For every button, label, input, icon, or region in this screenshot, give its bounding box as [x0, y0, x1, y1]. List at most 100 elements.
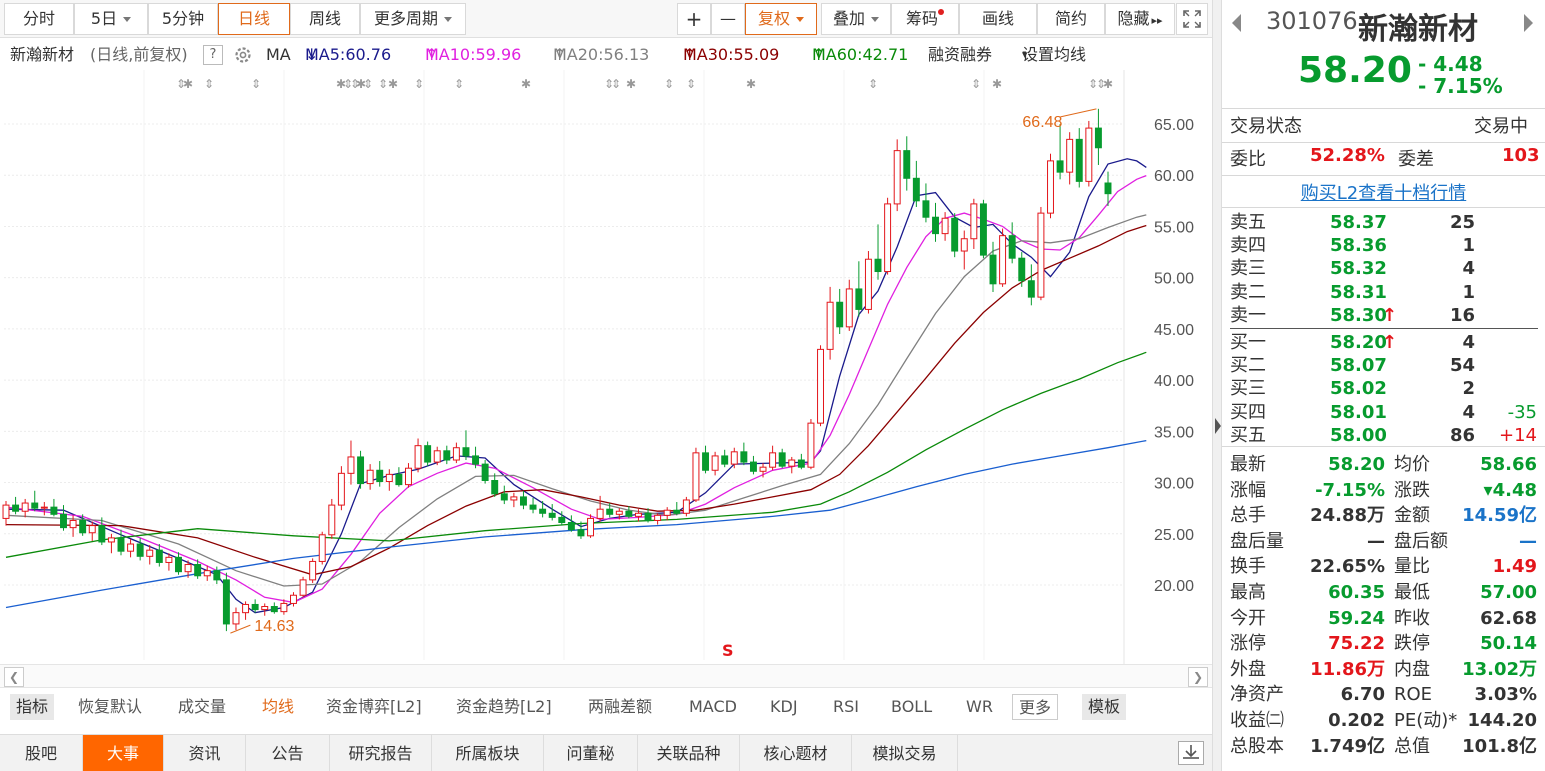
order-book-row[interactable]: 卖三 58.32 4 [1222, 257, 1545, 280]
chart-scrollbar[interactable]: ❮ ❯ [0, 664, 1212, 688]
stat-label: 最低 [1394, 582, 1430, 603]
candle-body [88, 525, 96, 534]
order-book-row[interactable]: 买五 58.00 86 +14 [1222, 424, 1545, 447]
order-book-row[interactable]: 买三 58.02 2 [1222, 377, 1545, 400]
max-price-label: 66.48 [1022, 114, 1062, 131]
level-price: 58.02 [1330, 378, 1387, 400]
indicator-kdj[interactable]: KDJ [770, 697, 798, 716]
indicator-ma[interactable]: 均线 [262, 697, 295, 716]
order-book-row[interactable]: 卖二 58.31 1 [1222, 281, 1545, 304]
gear-icon[interactable] [233, 45, 253, 75]
stat-label: PE(动)* [1394, 710, 1458, 731]
tab-research[interactable]: 研究报告 [330, 735, 432, 771]
tab-events[interactable]: 大事 [83, 735, 164, 771]
tab-announcements[interactable]: 公告 [246, 735, 330, 771]
candle-body [318, 534, 326, 562]
candle-body [194, 564, 202, 577]
indicator-margin-diff[interactable]: 两融差额 [588, 697, 653, 716]
weibi-label: 委比 [1230, 149, 1266, 170]
zoom-in-button[interactable]: + [677, 3, 711, 35]
event-marker-icon: ⇕ [251, 77, 261, 91]
fullscreen-button[interactable] [1176, 3, 1208, 35]
fuquan-dropdown[interactable]: 复权 [745, 3, 817, 35]
level-price: 58.20 [1330, 332, 1387, 353]
order-book-row[interactable]: 买四 58.01 4 -35 [1222, 401, 1545, 424]
quote-header: 301076 新瀚新材 58.20 - 4.48 - 7.15% [1222, 0, 1545, 108]
min-price-label: 14.63 [254, 618, 294, 635]
indicator-capital-game[interactable]: 资金博弈[L2] [326, 697, 422, 716]
overlay-label: 叠加 [832, 9, 865, 28]
stat-value: 62.68 [1480, 607, 1537, 629]
candle-body [979, 203, 987, 256]
tab-daily[interactable]: 日线 [218, 3, 290, 35]
candle-body [1075, 138, 1083, 182]
simple-button[interactable]: 简约 [1037, 3, 1105, 35]
candle-body [970, 203, 978, 240]
help-icon[interactable]: ? [203, 45, 223, 65]
tab-sectors[interactable]: 所属板块 [432, 735, 544, 771]
order-book-row[interactable]: 卖五 58.37 25 [1222, 211, 1545, 234]
zoom-out-button[interactable]: — [711, 3, 745, 35]
next-stock-icon[interactable] [1524, 14, 1533, 32]
download-icon[interactable] [1178, 741, 1204, 765]
tab-news[interactable]: 资讯 [164, 735, 246, 771]
y-tick-label: 35.00 [1154, 424, 1194, 441]
red-dot-icon [938, 9, 944, 15]
hide-button[interactable]: 隐藏 ▸▸ [1105, 3, 1175, 35]
tab-ask-secretary[interactable]: 问董秘 [544, 735, 638, 771]
tab-mock-trading[interactable]: 模拟交易 [852, 735, 958, 771]
restore-default-button[interactable]: 恢复默认 [78, 697, 143, 716]
candle-body [1085, 127, 1093, 182]
indicator-macd[interactable]: MACD [689, 697, 737, 716]
tab-more-periods[interactable]: 更多周期 [360, 3, 466, 35]
draw-line-button[interactable]: 画线 [959, 3, 1037, 35]
order-book-row[interactable]: 卖一 58.30 ↑ 16 [1222, 304, 1545, 327]
buy-l2-link[interactable]: 购买L2查看十档行情 [1300, 183, 1467, 204]
candle-body [50, 506, 58, 515]
tab-label: 周线 [308, 9, 341, 28]
tab-5day[interactable]: 5日 [74, 3, 148, 35]
scroll-left-button[interactable]: ❮ [4, 667, 24, 687]
collapse-arrow-icon[interactable] [1215, 418, 1221, 434]
stat-label: 收益㈡ [1230, 710, 1284, 731]
candle-body [941, 217, 949, 235]
candle-body [730, 451, 738, 465]
simple-label: 简约 [1054, 9, 1087, 28]
margin-trading-button[interactable]: 融资融券 [928, 45, 993, 64]
stock-code: 301076 [1266, 7, 1358, 35]
tab-guba[interactable]: 股吧 [0, 735, 83, 771]
indicator-wr[interactable]: WR [966, 697, 993, 716]
panel-splitter[interactable] [1212, 0, 1222, 771]
chips-button[interactable]: 筹码 [891, 3, 959, 35]
candle-body [500, 493, 508, 501]
event-marker-icon: ⇕ [378, 77, 388, 91]
min-pointer-line [230, 624, 251, 634]
candle-body [414, 445, 422, 469]
chart-pane: 分时 5日 5分钟 日线 周线 更多周期 + — 复权 叠加 筹码 画线 简约 … [0, 3, 1212, 771]
indicator-capital-trend[interactable]: 资金趋势[L2] [456, 697, 552, 716]
level-label: 买五 [1230, 424, 1266, 446]
tab-5min[interactable]: 5分钟 [148, 3, 218, 35]
order-book-row[interactable]: 买一 58.20 ↑ 4 [1222, 331, 1545, 354]
order-book-row[interactable]: 卖四 58.36 1 [1222, 234, 1545, 257]
scroll-right-button[interactable]: ❯ [1188, 667, 1208, 687]
template-button[interactable]: 模板 [1082, 694, 1127, 720]
prev-stock-icon[interactable] [1232, 14, 1241, 32]
stat-row: 最新 58.20 均价 58.66 [1222, 452, 1545, 477]
indicator-rsi[interactable]: RSI [833, 697, 859, 716]
status-label: 交易状态 [1230, 116, 1302, 137]
tab-weekly[interactable]: 周线 [290, 3, 360, 35]
candlestick-chart[interactable]: 65.00 60.00 55.00 50.00 45.00 40.00 35.00 30.00… [0, 70, 1212, 664]
indicator-tab[interactable]: 指标 [10, 694, 55, 720]
overlay-dropdown[interactable]: 叠加 [821, 3, 891, 35]
tab-related[interactable]: 关联品种 [638, 735, 740, 771]
event-marker-icon: ⇕ [350, 77, 360, 91]
divider [1222, 207, 1545, 208]
divider [1222, 175, 1545, 176]
more-indicators-button[interactable]: 更多 [1012, 694, 1059, 720]
tab-core-themes[interactable]: 核心题材 [740, 735, 852, 771]
indicator-volume[interactable]: 成交量 [178, 697, 227, 716]
indicator-boll[interactable]: BOLL [891, 697, 933, 716]
tab-intraday[interactable]: 分时 [4, 3, 74, 35]
order-book-row[interactable]: 买二 58.07 54 [1222, 354, 1545, 377]
